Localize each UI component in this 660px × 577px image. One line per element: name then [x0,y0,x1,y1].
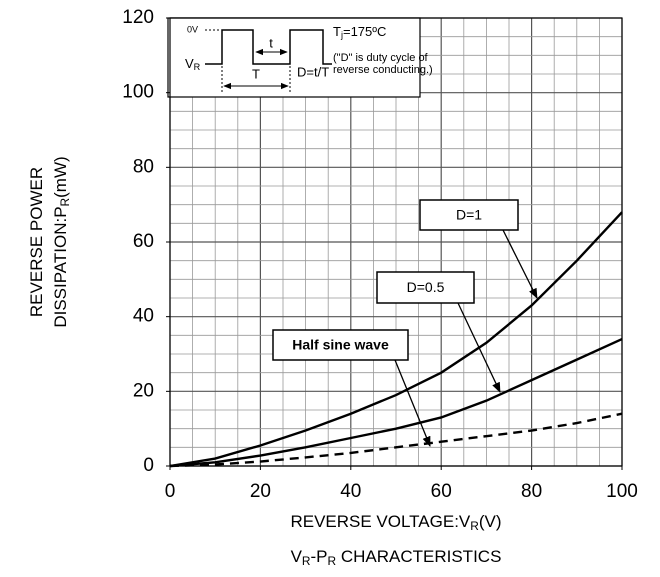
label-part: (V) [479,512,502,531]
x-tick-label: 80 [521,481,542,502]
label-part: (mW) [51,156,70,198]
x-tick-label: 60 [431,481,452,502]
label-part: -P [311,547,328,566]
inset-label: t [269,35,273,50]
inset-label: VR [185,56,201,72]
annotation-box [376,271,475,304]
x-axis-label: REVERSE VOLTAGE:VR(V) [290,512,501,532]
label-part: REVERSE VOLTAGE:V [290,512,470,531]
inset-note: reverse conducting.) [333,64,433,76]
annotation-arrow [457,302,501,393]
annotation-box [272,329,409,361]
inset-label: D=t/T [297,64,329,79]
subscript: R [194,62,201,72]
inset-label: Tj=175ºC [333,24,386,40]
series-line [169,412,623,468]
x-tick-label: 0 [165,481,176,502]
x-tick-label: 40 [340,481,361,502]
legend-label: Half sine wave [292,337,389,353]
subscript: R [470,519,479,533]
label-part: CHARACTERISTICS [336,547,501,566]
annotation-arrow [502,229,538,299]
legend-label: D=0.5 [407,279,445,295]
series-line [169,337,623,468]
legend-label: D=1 [456,207,482,223]
y-axis-label: DISSIPATION:PR(mW) [51,156,71,327]
label-part: V [291,547,303,566]
label-part: =175ºC [343,24,386,39]
y-tick-label: 40 [133,306,154,327]
y-tick-label: 0 [143,455,154,476]
inset-label: 0V [187,24,198,34]
chart-title: VR-PR CHARACTERISTICS [291,547,502,567]
y-tick-label: 60 [133,231,154,252]
waveform [205,29,332,65]
label-part: V [185,56,194,71]
annotation-arrow [394,359,431,447]
label-part: T [333,24,341,39]
subscript: j [340,30,343,40]
y-tick-label: 120 [122,7,154,28]
y-tick-label: 100 [122,82,154,103]
subscript: R [58,197,72,206]
inset-box [167,17,421,98]
subscript: R [328,554,337,568]
y-tick-label: 20 [133,380,154,401]
annotation-box [419,199,519,231]
x-tick-label: 100 [606,481,638,502]
label-part: REVERSE POWER [27,167,46,317]
y-tick-label: 80 [133,156,154,177]
x-tick-label: 20 [250,481,271,502]
y-axis-label: REVERSE POWER [27,167,46,317]
inset: 0V VR t T D=t/T Tj=175ºC ("D" is duty cy… [167,17,433,98]
label-part: DISSIPATION:P [51,206,70,327]
inset-note: ("D" is duty cycle of [333,52,429,64]
subscript: R [302,554,311,568]
inset-label: T [252,66,260,81]
series-line [169,211,623,468]
